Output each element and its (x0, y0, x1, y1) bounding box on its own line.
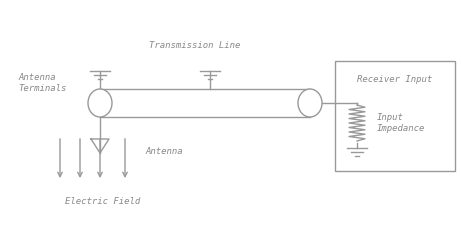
Text: Electric Field: Electric Field (65, 197, 140, 206)
Ellipse shape (298, 89, 322, 117)
Text: Input
Impedance: Input Impedance (377, 112, 426, 133)
Text: Antenna: Antenna (145, 146, 183, 155)
Ellipse shape (88, 89, 112, 117)
Bar (335, 61, 455, 171)
Text: Antenna
Terminals: Antenna Terminals (18, 73, 66, 93)
Text: Receiver Input: Receiver Input (357, 75, 432, 83)
Text: Transmission Line: Transmission Line (149, 42, 241, 51)
